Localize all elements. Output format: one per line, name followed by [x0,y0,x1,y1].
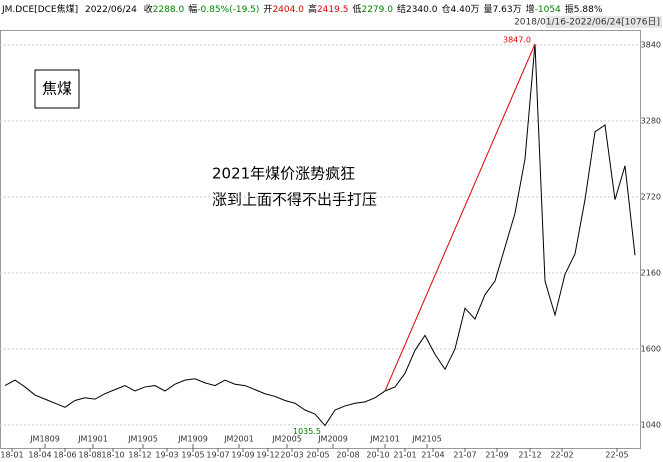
y-tick-label: 2160 [641,268,661,277]
x-tick-label: 18-08 [78,451,101,460]
quote-item: 振5.88% [565,5,603,15]
quote-item: 高2419.5 [308,5,349,15]
contract-label: JM1809 [29,435,60,444]
box-label: 焦煤 [42,80,72,98]
x-tick-label: 19-03 [155,451,178,460]
y-tick-label: 2720 [641,192,661,201]
quote-item: 仓4.40万 [441,5,479,15]
plot-frame [0,30,641,449]
range-label: 2018/01/16-2022/06/24[1076日] [514,17,660,28]
quote-label: 增 [525,5,535,15]
quote-label: 幅 [188,5,198,15]
quote-label: 收 [143,5,153,15]
x-tick-label: 20-10 [366,451,389,460]
quote-value: -0.85%(-19.5) [197,5,260,15]
quote-label: 仓 [441,5,451,15]
quote-item: 量7.63万 [484,5,522,15]
x-tick-label: 20-03 [280,451,303,460]
quote-value: 2279.0 [361,5,393,15]
x-tick-label: 19-09 [231,451,254,460]
quote-value: -1054 [534,5,561,15]
quote-value: 2404.0 [272,5,304,15]
trend-arrow [384,43,536,392]
x-tick-label: 21-01 [393,451,416,460]
date: 2022/06/24 [84,5,137,15]
y-tick-label: 1040 [641,420,661,429]
contract-label: JM2105 [411,435,442,444]
quote-item: 收2288.0 [144,5,185,15]
x-tick-label: 22-02 [550,451,573,460]
quote-label: 振 [564,5,574,15]
contract-label: JM2005 [271,435,302,444]
x-tick-label: 18-06 [53,451,76,460]
x-tick-label: 21-12 [518,451,541,460]
quote-label: 开 [263,5,273,15]
quote-label: 结 [396,5,406,15]
quote-item: 结2340.0 [397,5,438,15]
min-label: 1035.5 [293,427,321,436]
quote-label: 低 [352,5,362,15]
x-tick-label: 21-07 [453,451,476,460]
x-tick-label: 18-04 [28,451,51,460]
quote-item: 增-1054 [526,5,561,15]
quote-value: 2419.5 [316,5,349,15]
label-box [34,69,80,109]
price-line [4,43,636,427]
quote-item: 幅-0.85%(-19.5) [188,5,259,15]
y-tick-label: 1600 [641,344,661,353]
max-label: 3847.0 [503,35,531,44]
contract-label: JM1901 [77,435,108,444]
x-tick-label: 21-09 [485,451,508,460]
x-tick-label: 19-07 [206,451,229,460]
quote-label: 量 [483,5,493,15]
contract-label: JM1905 [127,435,158,444]
quote-item: 开2404.0 [263,5,304,15]
quote-label: 高 [307,5,317,15]
x-tick-label: 21-04 [421,451,444,460]
annotation: 2021年煤价涨势疯狂 [212,165,355,183]
x-tick-label: 19-05 [181,451,204,460]
contract-label: JM1909 [177,435,208,444]
x-tick-label: 22-05 [605,451,628,460]
quote-value: 5.88% [573,5,603,15]
contract-label: JM2009 [317,435,348,444]
quote-value: 4.40万 [450,5,480,15]
x-tick-label: 19-12 [256,451,279,460]
annotation: 涨到上面不得不出手打压 [212,191,377,209]
range-box [545,16,662,28]
quote-value: 2340.0 [405,5,438,15]
contract-label: JM2101 [369,435,400,444]
x-tick-label: 20-08 [336,451,359,460]
symbol: JM.DCE[DCE焦煤] [2,5,79,15]
y-tick-label: 3280 [641,116,661,125]
quote-value: 7.63万 [492,5,522,15]
x-tick-label: 18-10 [101,451,124,460]
x-tick-label: 18-01 [0,451,23,460]
x-tick-label: 20-05 [306,451,329,460]
quote-value: 2288.0 [152,5,185,15]
x-tick-label: 18-12 [128,451,151,460]
quote-item: 低2279.0 [352,5,393,15]
quote-header: JM.DCE[DCE焦煤] 2022/06/24 收2288.0 幅-0.85%(… [2,2,606,15]
contract-label: JM2001 [223,435,254,444]
y-tick-label: 3840 [641,40,661,49]
